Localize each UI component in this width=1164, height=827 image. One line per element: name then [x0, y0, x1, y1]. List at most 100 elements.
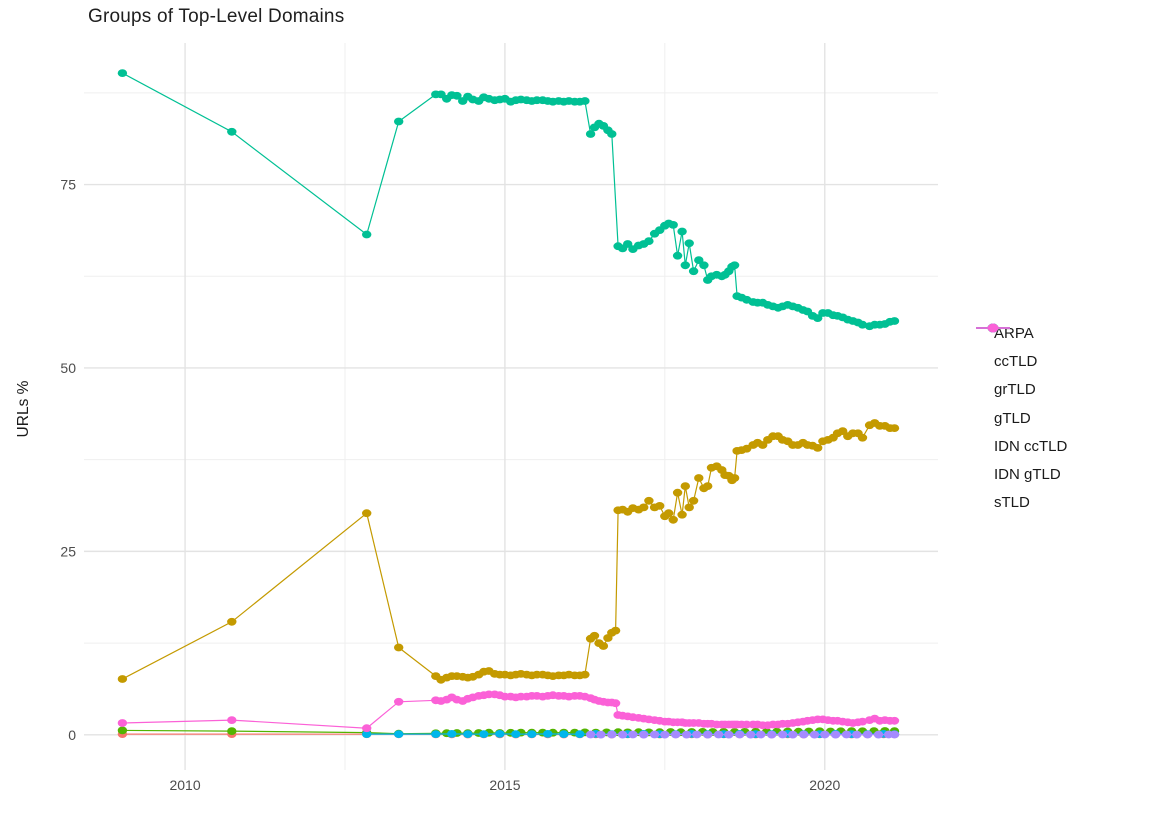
data-point [692, 730, 702, 739]
data-point [227, 617, 237, 626]
data-point [447, 730, 457, 738]
legend-label: ccTLD [994, 352, 1038, 370]
data-point [688, 267, 699, 276]
data-point [889, 716, 900, 725]
legend-item-sTLD: sTLD [975, 323, 1067, 517]
data-point [684, 239, 694, 248]
data-point [117, 675, 128, 683]
data-point [610, 699, 621, 708]
data-point [677, 510, 687, 519]
data-point [820, 730, 830, 739]
data-point [672, 251, 683, 260]
data-point [756, 730, 766, 739]
y-tick-label: 0 [68, 727, 76, 743]
data-point [639, 503, 649, 512]
data-point [799, 730, 809, 739]
x-tick-label: 2010 [169, 777, 200, 793]
series-ccTLD [117, 419, 900, 684]
data-point [394, 643, 404, 652]
data-point [873, 730, 884, 739]
data-point [227, 716, 237, 724]
data-point [713, 730, 724, 739]
legend-label: sTLD [994, 494, 1030, 512]
data-point [617, 730, 628, 739]
legend-label: grTLD [994, 381, 1036, 399]
chart-title: Groups of Top-Level Domains [88, 6, 345, 27]
legend-key-icon [976, 323, 1010, 333]
x-tick-label: 2015 [489, 777, 520, 793]
data-point [511, 730, 521, 738]
data-point [117, 69, 128, 77]
data-point [227, 727, 237, 735]
legend-item-IDN-gTLD: IDN gTLD [975, 323, 1067, 488]
data-point [431, 730, 441, 738]
data-point [857, 717, 868, 726]
data-point [596, 730, 606, 739]
data-point [681, 730, 692, 739]
data-point [580, 97, 590, 105]
data-point [623, 240, 633, 248]
data-point [852, 730, 862, 739]
data-point [639, 730, 649, 739]
data-point [694, 474, 704, 482]
data-point [452, 91, 462, 100]
data-point [889, 730, 900, 739]
data-point [660, 730, 670, 739]
data-point [580, 670, 590, 679]
data-point [495, 730, 505, 738]
data-point [598, 642, 609, 650]
data-point [729, 261, 740, 270]
data-point [745, 730, 756, 739]
legend: ARPA ccTLD grTLD gTLD IDN ccTLD IDN gTLD sTLD [975, 319, 1067, 517]
data-point [479, 730, 489, 738]
data-point [680, 482, 690, 490]
legend-label: gTLD [994, 409, 1031, 427]
data-point [703, 730, 713, 739]
data-point [362, 724, 372, 733]
data-point [809, 730, 820, 739]
data-point [672, 488, 683, 497]
data-point [813, 314, 823, 322]
data-point [644, 496, 654, 505]
series-IDN-gTLD [585, 730, 900, 739]
data-point [767, 730, 777, 739]
data-point [735, 730, 745, 739]
y-tick-label: 25 [60, 543, 76, 559]
data-point [724, 730, 734, 739]
data-point [862, 730, 873, 739]
data-point [889, 424, 900, 432]
data-point [788, 730, 798, 739]
data-point [575, 730, 585, 738]
data-point [607, 730, 617, 739]
data-point [644, 237, 654, 246]
data-point [362, 230, 372, 239]
data-point [688, 496, 699, 505]
data-point [362, 730, 372, 738]
data-point [649, 730, 660, 739]
gridlines [84, 43, 938, 770]
data-point [394, 117, 404, 126]
data-point [628, 730, 638, 739]
data-point [394, 697, 404, 706]
legend-label: IDN gTLD [994, 466, 1061, 484]
data-point [117, 726, 128, 735]
series-sTLD [117, 690, 900, 733]
data-point [680, 261, 690, 270]
data-point [117, 719, 128, 727]
data-point [694, 256, 704, 264]
data-point [394, 730, 404, 738]
data-point [610, 626, 621, 635]
data-point [830, 730, 841, 739]
data-point [671, 730, 681, 739]
data-point [729, 474, 740, 482]
y-tick-label: 75 [60, 177, 76, 193]
data-point [677, 227, 687, 236]
data-point [655, 502, 665, 510]
y-tick-label: 50 [60, 360, 76, 376]
data-point [857, 320, 868, 329]
axis-tick-labels: 0 25 50 75 2010 2015 2020 [60, 177, 840, 793]
data-point [668, 221, 678, 229]
data-point [703, 482, 713, 490]
